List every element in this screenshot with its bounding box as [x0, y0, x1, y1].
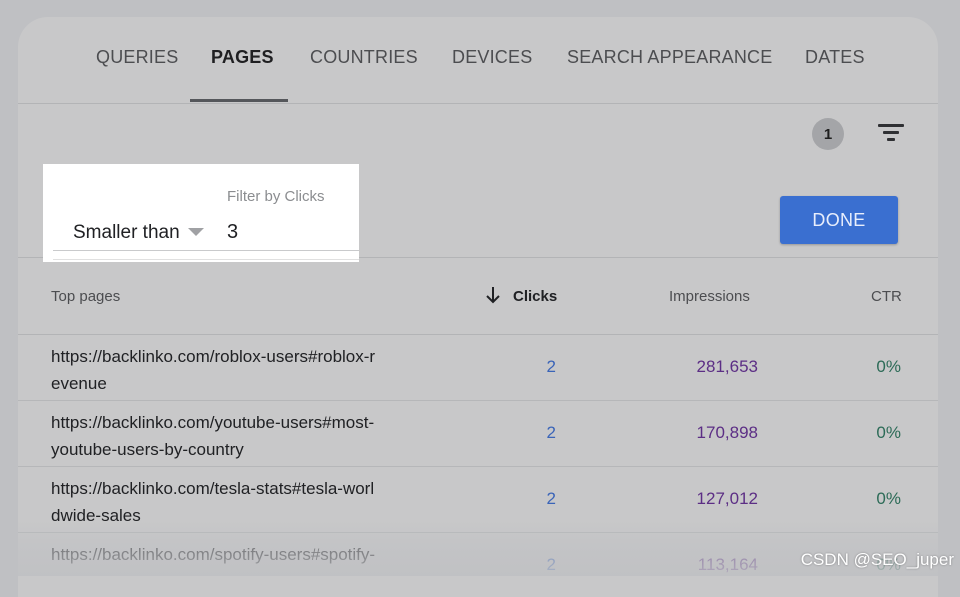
impressions-value: 127,012: [696, 489, 758, 508]
tab-dates[interactable]: DATES: [805, 47, 865, 67]
input-underline: [53, 259, 359, 260]
header-ctr[interactable]: CTR: [871, 288, 902, 305]
filter-icon[interactable]: [878, 122, 906, 144]
page-url[interactable]: https://backlinko.com/youtube-users#most…: [51, 413, 375, 459]
ctr-value: 0%: [876, 357, 901, 376]
page-url[interactable]: https://backlinko.com/spotify-users#spot…: [51, 545, 376, 564]
clicks-filter-popup: Filter by Clicks Smaller than 3: [43, 164, 359, 262]
tab-bar: QUERIES PAGES COUNTRIES DEVICES SEARCH A…: [18, 17, 938, 104]
ctr-value: 0%: [876, 489, 901, 508]
divider: [18, 257, 938, 258]
dropdown-caret-icon[interactable]: [188, 228, 204, 236]
active-tab-indicator: [190, 99, 288, 102]
condition-select[interactable]: Smaller than: [73, 222, 180, 243]
tab-devices[interactable]: DEVICES: [452, 47, 533, 67]
impressions-value: 281,653: [696, 357, 758, 376]
clicks-value: 2: [546, 489, 556, 508]
filter-label: Filter by Clicks: [227, 188, 325, 205]
watermark: CSDN @SEO_juper: [800, 550, 954, 569]
tab-pages[interactable]: PAGES: [211, 47, 274, 67]
page-url[interactable]: https://backlinko.com/tesla-stats#tesla-…: [51, 479, 375, 525]
done-button[interactable]: DONE: [780, 196, 898, 244]
performance-card: QUERIES PAGES COUNTRIES DEVICES SEARCH A…: [18, 17, 938, 597]
impressions-value: 113,164: [697, 555, 758, 574]
header-clicks[interactable]: Clicks: [513, 288, 558, 305]
table-header: Top pages Clicks Impressions CTR: [18, 258, 938, 335]
clicks-value: 2: [546, 423, 556, 442]
tab-countries[interactable]: COUNTRIES: [310, 47, 418, 67]
table-row[interactable]: https://backlinko.com/youtube-users#most…: [18, 401, 938, 467]
clicks-value: 2: [546, 555, 556, 574]
tab-queries[interactable]: QUERIES: [96, 47, 179, 67]
input-underline: [53, 250, 359, 251]
tab-search-appearance[interactable]: SEARCH APPEARANCE: [567, 47, 773, 67]
filter-value-input[interactable]: 3: [227, 221, 239, 243]
header-top-pages[interactable]: Top pages: [51, 288, 121, 305]
sort-down-arrow-icon[interactable]: [485, 286, 501, 304]
filter-count-badge: 1: [812, 118, 844, 150]
clicks-value: 2: [546, 357, 556, 376]
ctr-value: 0%: [876, 423, 901, 442]
table-row[interactable]: https://backlinko.com/tesla-stats#tesla-…: [18, 467, 938, 533]
impressions-value: 170,898: [696, 423, 758, 442]
page-url[interactable]: https://backlinko.com/roblox-users#roblo…: [51, 347, 376, 393]
header-impressions[interactable]: Impressions: [669, 288, 750, 305]
table-row[interactable]: https://backlinko.com/roblox-users#roblo…: [18, 335, 938, 401]
